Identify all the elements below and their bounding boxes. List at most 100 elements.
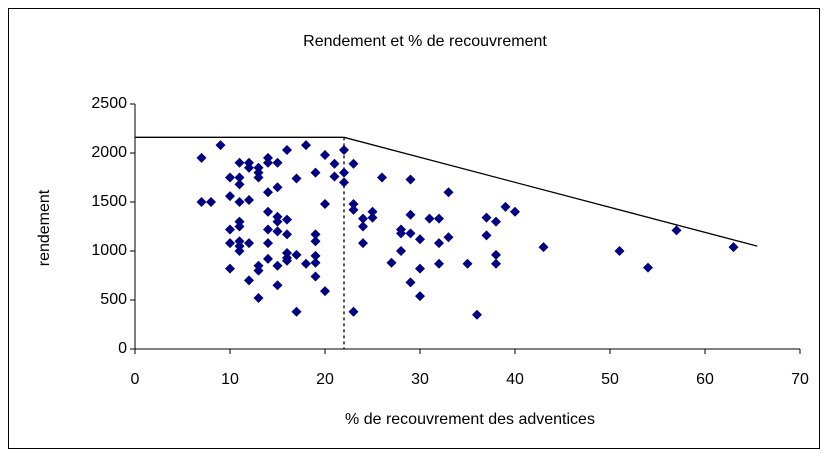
- point: [538, 242, 549, 253]
- point: [415, 263, 425, 274]
- x-tick-label: 20: [316, 371, 334, 388]
- point: [348, 204, 359, 215]
- point: [491, 249, 501, 260]
- point: [244, 195, 254, 206]
- point: [234, 221, 245, 232]
- point: [196, 197, 207, 207]
- point: [424, 213, 435, 224]
- point: [472, 309, 482, 320]
- point: [510, 206, 520, 217]
- point: [263, 253, 273, 264]
- point: [396, 228, 406, 239]
- y-tick-label: 2000: [91, 144, 127, 161]
- point: [263, 157, 273, 168]
- chart-frame: [8, 8, 820, 449]
- point: [215, 140, 226, 151]
- x-tick-label: 40: [506, 371, 524, 388]
- point: [434, 238, 444, 249]
- x-tick-label: 70: [791, 371, 809, 388]
- point: [377, 172, 387, 183]
- point: [310, 236, 321, 247]
- y-axis-label: rendement: [36, 189, 53, 266]
- point: [415, 291, 425, 302]
- point: [310, 229, 321, 240]
- point: [405, 209, 416, 220]
- point: [253, 293, 264, 304]
- y-tick-label: 500: [100, 291, 127, 308]
- point: [614, 246, 625, 256]
- x-tick-label: 0: [131, 371, 140, 388]
- point: [272, 216, 283, 227]
- point: [263, 238, 273, 249]
- point: [348, 158, 359, 169]
- point: [310, 257, 321, 268]
- point: [434, 258, 444, 269]
- point: [225, 172, 235, 183]
- point: [367, 212, 378, 223]
- x-axis-label: % de recouvrement des adventices: [345, 411, 595, 428]
- point: [396, 246, 406, 256]
- point: [481, 212, 492, 223]
- point: [244, 162, 254, 173]
- point: [339, 167, 349, 178]
- point: [272, 280, 283, 291]
- x-tick-label: 50: [601, 371, 619, 388]
- point: [443, 187, 454, 198]
- point: [301, 140, 311, 151]
- x-tick-label: 60: [696, 371, 714, 388]
- point: [339, 177, 349, 188]
- point: [282, 214, 292, 225]
- x-tick-label: 30: [411, 371, 429, 388]
- point: [339, 145, 349, 156]
- point: [728, 242, 739, 253]
- point: [310, 167, 321, 178]
- point: [491, 258, 501, 269]
- point: [301, 258, 311, 269]
- point: [643, 262, 653, 273]
- point: [320, 149, 330, 160]
- point: [225, 224, 235, 235]
- point: [358, 213, 368, 224]
- point: [329, 158, 340, 169]
- point: [272, 260, 283, 271]
- point: [320, 198, 330, 209]
- point: [225, 263, 235, 274]
- point: [291, 306, 302, 317]
- point: [386, 257, 397, 268]
- point: [282, 255, 292, 266]
- point: [310, 250, 321, 261]
- point: [234, 172, 245, 183]
- point: [282, 145, 292, 156]
- point: [282, 229, 292, 240]
- point: [481, 230, 492, 241]
- point: [291, 249, 302, 260]
- y-tick-label: 2500: [91, 95, 127, 112]
- point: [225, 238, 235, 249]
- point: [462, 258, 473, 269]
- y-tick-label: 1000: [91, 242, 127, 259]
- point: [310, 271, 321, 282]
- chart-title: Rendement et % de recouvrement: [303, 33, 547, 50]
- point: [358, 238, 368, 249]
- x-tick-label: 10: [221, 371, 239, 388]
- point: [225, 191, 235, 202]
- point: [405, 228, 416, 239]
- point: [272, 182, 283, 193]
- point: [491, 216, 501, 227]
- point: [234, 197, 245, 207]
- point: [272, 157, 283, 168]
- point: [443, 232, 454, 243]
- point: [367, 206, 378, 217]
- point: [234, 157, 245, 168]
- point: [405, 174, 416, 185]
- point: [405, 277, 416, 288]
- point: [329, 171, 340, 182]
- point: [348, 198, 359, 209]
- point: [500, 201, 511, 212]
- point: [196, 152, 207, 163]
- point: [348, 306, 359, 317]
- point: [244, 275, 254, 286]
- point: [263, 187, 273, 198]
- point: [415, 234, 425, 245]
